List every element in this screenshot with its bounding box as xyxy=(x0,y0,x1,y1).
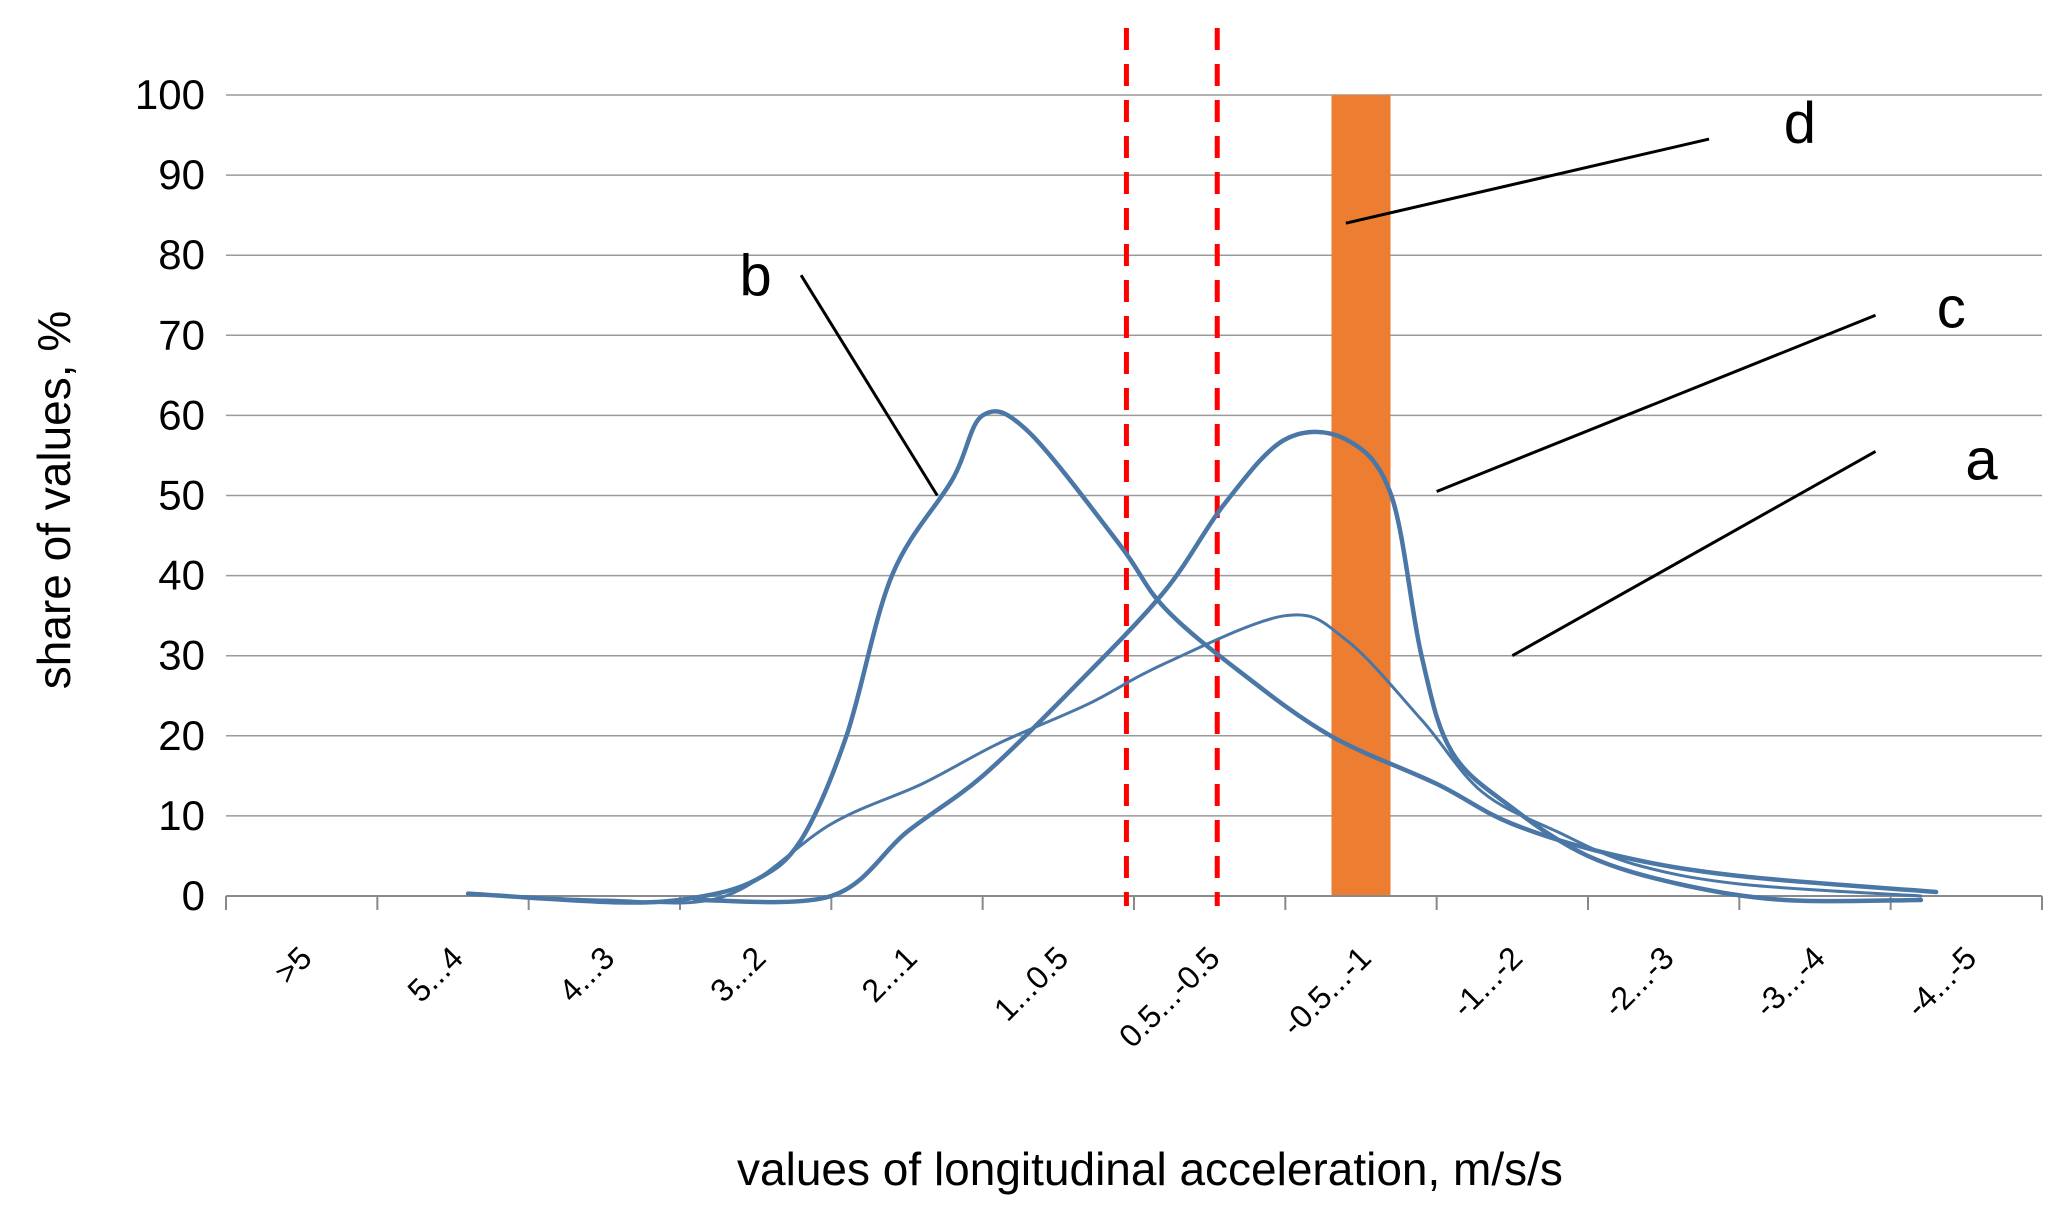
y-tick-label-90: 90 xyxy=(158,151,205,198)
annotations: a b c d xyxy=(740,91,1998,658)
x-tick-label-10: -3...-4 xyxy=(1747,939,1832,1024)
gridlines xyxy=(226,94,2042,817)
y-tick-label-80: 80 xyxy=(158,231,205,278)
series-line-a xyxy=(466,613,1923,905)
annotation-label-d: d xyxy=(1784,91,1816,156)
y-tick-label-60: 60 xyxy=(158,391,205,438)
y-tick-label-10: 10 xyxy=(158,792,205,839)
y-tick-label-30: 30 xyxy=(158,632,205,679)
y-tick-label-40: 40 xyxy=(158,552,205,599)
y-tick-label-0: 0 xyxy=(182,872,205,919)
x-tick-label-7: -0.5...-1 xyxy=(1275,939,1378,1042)
y-tick-label-50: 50 xyxy=(158,472,205,519)
x-tick-label-4: 2...1 xyxy=(854,939,923,1008)
reference-lines xyxy=(1123,28,1220,906)
x-tick-label-6: 0.5...-0.5 xyxy=(1112,939,1227,1054)
annotation-label-c: c xyxy=(1937,275,1966,340)
bar-layer xyxy=(1331,95,1391,896)
bar-d xyxy=(1331,95,1391,896)
x-tick-label-3: 3...2 xyxy=(703,939,772,1008)
y-tick-label-70: 70 xyxy=(158,311,205,358)
x-axis-title: values of longitudinal acceleration, m/s… xyxy=(737,1143,1563,1195)
x-tick-label-0: >5 xyxy=(267,939,318,990)
y-tick-label-100: 100 xyxy=(135,71,205,118)
x-tick-label-11: -4...-5 xyxy=(1899,939,1984,1024)
x-tick-label-8: -1...-2 xyxy=(1445,939,1530,1024)
series-line-b xyxy=(465,409,1939,905)
annotation-leader-b xyxy=(799,274,939,497)
y-tick-label-20: 20 xyxy=(158,712,205,759)
annotation-label-b: b xyxy=(740,243,772,308)
x-tick-label-1: 5...4 xyxy=(400,939,469,1008)
annotation-label-a: a xyxy=(1965,427,1998,492)
x-tick-label-2: 4...3 xyxy=(552,939,621,1008)
series-line-c xyxy=(692,429,1924,905)
x-tick-label-9: -2...-3 xyxy=(1596,939,1681,1024)
annotation-leader-a xyxy=(1511,450,1877,658)
tick-labels: 0 10 20 30 40 50 60 70 80 90 100 >5 5...4 4...3 3...2 2… xyxy=(135,71,1983,1054)
annotation-leader-c xyxy=(1436,313,1877,493)
annotation-leader-d xyxy=(1345,137,1710,225)
x-tick-label-5: 1...0.5 xyxy=(987,939,1075,1027)
y-axis-title: share of values, % xyxy=(28,311,80,689)
series-layer xyxy=(465,409,1939,905)
